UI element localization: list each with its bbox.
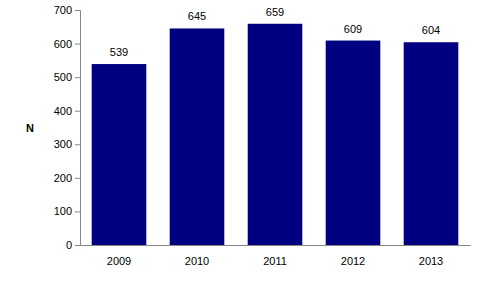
y-axis: 0 100 200 300 400 500 600 700 xyxy=(54,4,81,251)
bar xyxy=(326,41,381,245)
y-tick-label: 100 xyxy=(54,205,72,217)
bar xyxy=(248,24,303,245)
y-tick-label: 0 xyxy=(66,239,72,251)
x-tick-label: 2010 xyxy=(185,255,209,267)
y-tick: 600 xyxy=(54,38,80,50)
y-tick: 400 xyxy=(54,105,80,117)
x-tick-label: 2013 xyxy=(419,255,443,267)
chart: 0100200300400500600700200920102011201220… xyxy=(0,0,482,290)
x-tick: 2013 xyxy=(419,245,443,267)
data-label: 604 xyxy=(422,24,440,36)
bar xyxy=(170,28,225,245)
y-axis-title: N xyxy=(26,122,34,134)
y-tick-mark xyxy=(75,178,80,179)
bar xyxy=(404,42,459,245)
y-tick: 0 xyxy=(66,239,80,251)
bars xyxy=(92,24,459,245)
x-tick: 2012 xyxy=(341,245,365,267)
y-tick-mark xyxy=(75,77,80,78)
y-tick-mark xyxy=(75,44,80,45)
data-label: 539 xyxy=(110,46,128,58)
x-tick: 2011 xyxy=(263,245,287,267)
bar xyxy=(92,64,147,245)
x-tick-label: 2012 xyxy=(341,255,365,267)
y-tick-label: 700 xyxy=(54,4,72,16)
y-tick-label: 400 xyxy=(54,105,72,117)
y-tick-mark xyxy=(75,211,80,212)
x-axis: 2009 2010 2011 2012 2013 xyxy=(81,245,471,267)
y-tick-label: 200 xyxy=(54,172,72,184)
y-tick: 200 xyxy=(54,172,80,184)
y-tick: 700 xyxy=(54,4,80,16)
x-tick-label: 2011 xyxy=(263,255,287,267)
y-tick: 100 xyxy=(54,205,80,217)
x-tick: 2010 xyxy=(185,245,209,267)
y-tick-label: 500 xyxy=(54,71,72,83)
y-tick-label: 600 xyxy=(54,38,72,50)
y-tick-mark xyxy=(75,245,80,246)
data-label: 659 xyxy=(266,6,284,18)
y-tick-mark xyxy=(75,10,80,11)
y-tick: 500 xyxy=(54,71,80,83)
data-label: 609 xyxy=(344,23,362,35)
y-axis-line xyxy=(75,11,81,246)
x-tick-label: 2009 xyxy=(107,255,131,267)
data-labels: 539 645 659 609 604 xyxy=(110,6,440,58)
y-tick: 300 xyxy=(54,138,80,150)
y-tick-mark xyxy=(75,111,80,112)
y-tick-label: 300 xyxy=(54,138,72,150)
data-label: 645 xyxy=(188,10,206,22)
x-axis-line xyxy=(81,245,471,246)
plot: 0100200300400500600700200920102011201220… xyxy=(54,4,471,267)
x-tick: 2009 xyxy=(107,245,131,267)
y-tick-mark xyxy=(75,144,80,145)
